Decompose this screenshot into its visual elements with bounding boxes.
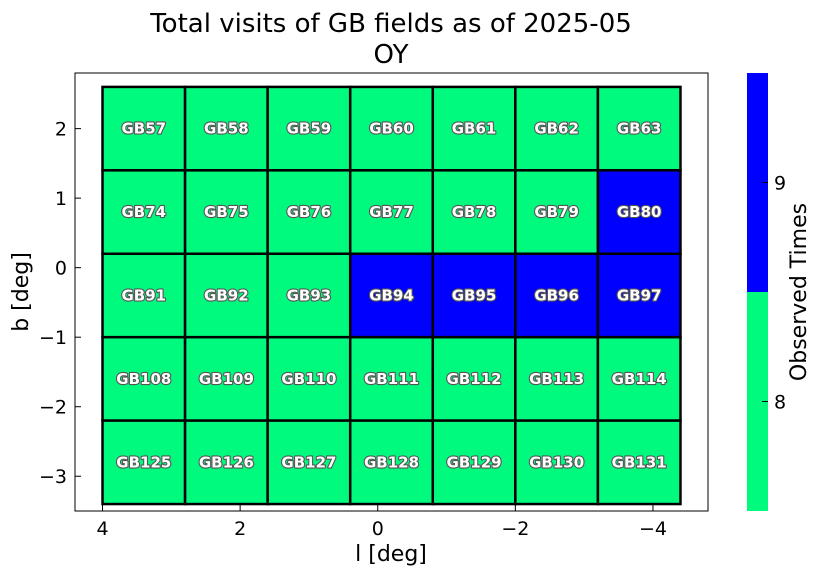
field-cell-gb57 (101, 85, 187, 172)
x-tick-label: −4 (639, 518, 667, 540)
chart-subtitle: OY (374, 40, 409, 70)
y-tick-label: −3 (39, 466, 67, 488)
field-cell-gb62 (514, 85, 600, 172)
x-axis-label: l [deg] (355, 542, 427, 567)
field-cell-gb109 (183, 335, 269, 422)
field-label-gb77: GB77 (369, 203, 414, 221)
field-label-gb74: GB74 (121, 203, 166, 221)
field-label-gb63: GB63 (617, 120, 662, 138)
x-axis-ticks: 4 2 0 −2 −4 (96, 505, 667, 540)
field-label-gb97: GB97 (617, 286, 662, 304)
field-label-gb114: GB114 (612, 370, 667, 388)
colorbar-segment-8 (747, 292, 768, 511)
field-label-gb126: GB126 (199, 453, 254, 471)
colorbar-label: Observed Times (787, 203, 812, 381)
field-label-gb60: GB60 (369, 120, 414, 138)
field-label-gb129: GB129 (447, 453, 502, 471)
field-cell-gb97 (596, 252, 682, 339)
colorbar-segment-9 (747, 73, 768, 292)
colorbar-ticks: 89 (762, 173, 786, 414)
field-cell-gb131 (596, 419, 682, 506)
field-label-gb95: GB95 (452, 286, 497, 304)
field-cell-gb125 (101, 419, 187, 506)
field-cell-gb93 (266, 252, 352, 339)
field-labels: GB57 GB58 GB59 GB60 GB61 GB62 GB63 GB74 GB75 GB76… (115, 119, 668, 473)
field-label-gb75: GB75 (204, 203, 249, 221)
field-label-gb79: GB79 (534, 203, 579, 221)
colorbar (747, 73, 768, 511)
y-tick-label: 1 (55, 188, 67, 210)
chart-title: Total visits of GB fields as of 2025-05 (149, 9, 632, 39)
field-label-gb59: GB59 (287, 120, 332, 138)
field-label-gb96: GB96 (534, 286, 579, 304)
field-label-gb125: GB125 (116, 453, 171, 471)
field-label-gb112: GB112 (447, 370, 502, 388)
field-cell-gb58 (183, 85, 269, 172)
field-label-gb111: GB111 (364, 370, 419, 388)
field-label-gb128: GB128 (364, 453, 419, 471)
y-tick-label: −2 (39, 397, 67, 419)
field-cell-gb113 (514, 335, 600, 422)
field-cell-gb80 (596, 169, 682, 256)
x-tick-label: 4 (96, 518, 108, 540)
field-label-gb94: GB94 (369, 286, 414, 304)
field-label-gb108: GB108 (116, 370, 171, 388)
field-label-gb92: GB92 (204, 286, 249, 304)
field-label-gb93: GB93 (287, 286, 332, 304)
colorbar-tick-label: 8 (774, 392, 786, 414)
x-tick-label: 0 (372, 518, 384, 540)
field-cell-gb108 (101, 335, 187, 422)
field-label-gb110: GB110 (281, 370, 336, 388)
field-cell-gb130 (514, 419, 600, 506)
y-tick-label: −1 (39, 327, 67, 349)
plot-frame (74, 72, 709, 512)
field-label-gb113: GB113 (529, 370, 584, 388)
field-cell-gb74 (101, 169, 187, 256)
field-label-gb78: GB78 (452, 203, 497, 221)
field-cell-gb92 (183, 252, 269, 339)
y-tick-label: 2 (55, 119, 67, 141)
field-cell-gb78 (431, 169, 517, 256)
field-cell-gb95 (431, 252, 517, 339)
x-tick-label: −2 (501, 518, 529, 540)
y-tick-label: 0 (55, 258, 67, 280)
field-cells (101, 85, 682, 506)
colorbar-tick-label: 9 (774, 173, 786, 195)
field-cell-gb127 (266, 419, 352, 506)
field-cell-gb76 (266, 169, 352, 256)
field-label-gb76: GB76 (287, 203, 332, 221)
field-label-gb58: GB58 (204, 120, 249, 138)
field-label-gb91: GB91 (121, 286, 166, 304)
field-label-gb61: GB61 (452, 120, 497, 138)
field-label-gb127: GB127 (281, 453, 336, 471)
field-label-gb130: GB130 (529, 453, 584, 471)
field-cell-gb96 (514, 252, 600, 339)
y-axis-label: b [deg] (9, 252, 34, 332)
field-label-gb109: GB109 (199, 370, 254, 388)
x-tick-label: 2 (234, 518, 246, 540)
field-label-gb131: GB131 (612, 453, 667, 471)
field-label-gb80: GB80 (617, 203, 662, 221)
field-label-gb62: GB62 (534, 120, 579, 138)
y-axis-ticks: 2 1 0 −1 −2 −3 (39, 119, 81, 488)
field-label-gb57: GB57 (121, 120, 166, 138)
